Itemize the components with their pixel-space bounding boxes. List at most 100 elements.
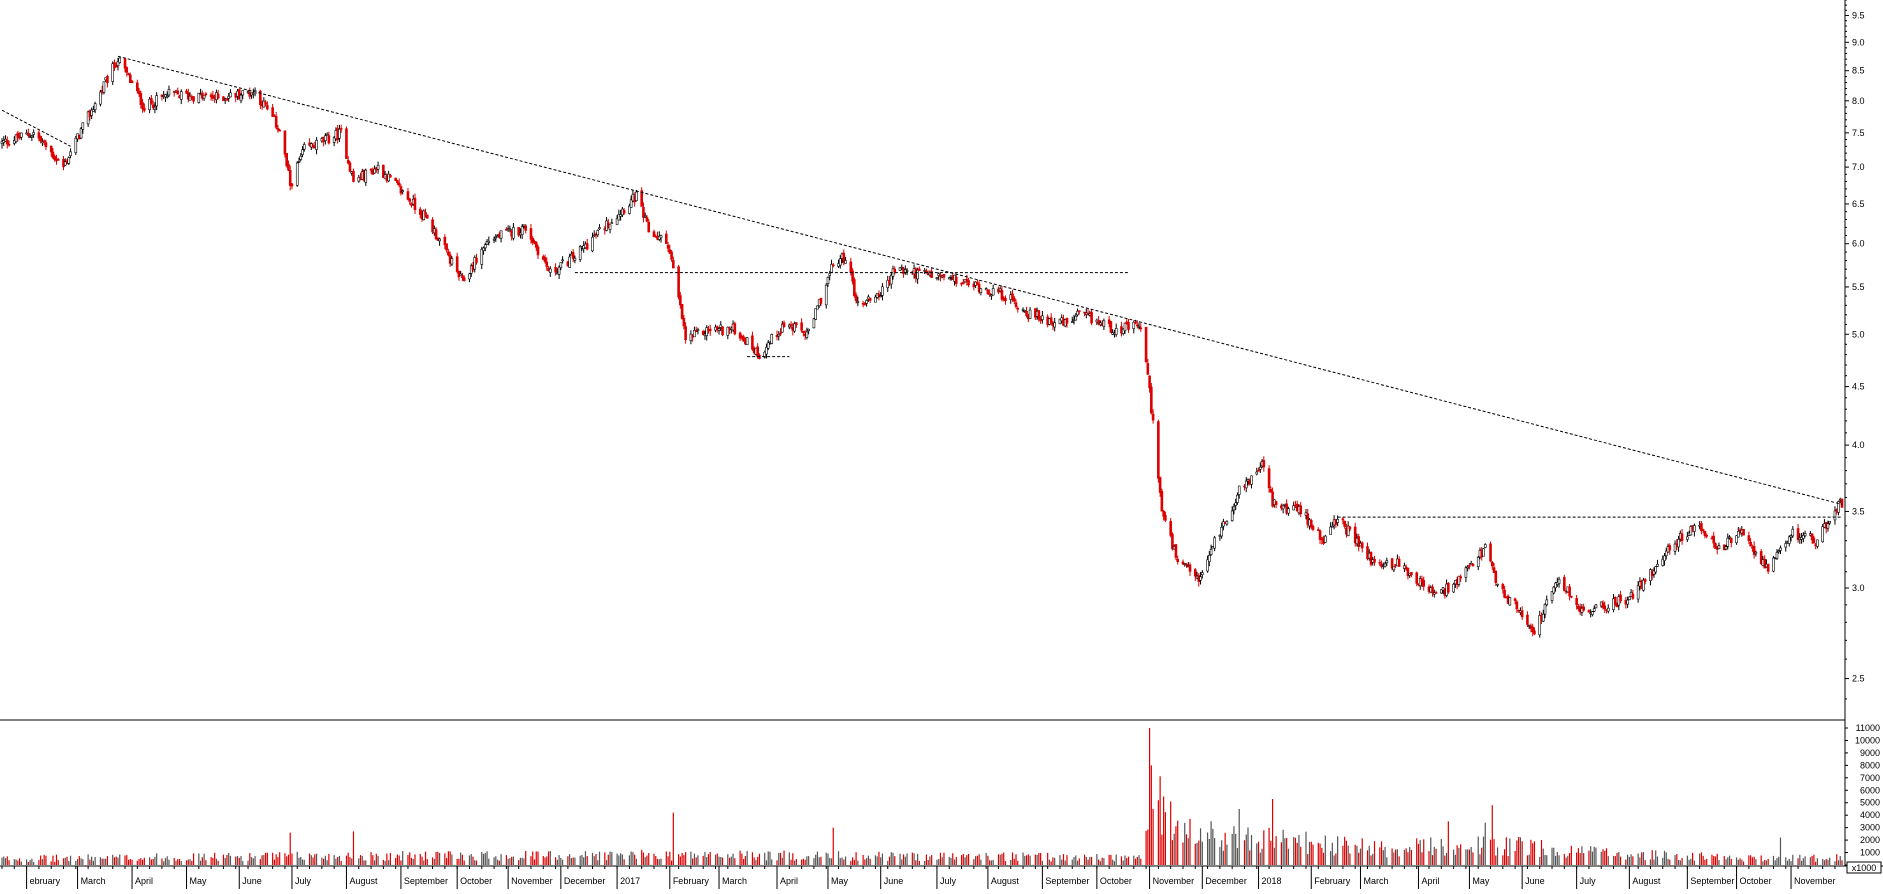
volume-bar xyxy=(1138,855,1140,865)
volume-bar xyxy=(1212,828,1214,865)
volume-bar xyxy=(249,853,251,865)
y-tick-label: 6.0 xyxy=(1852,239,1865,249)
candle-body xyxy=(807,328,810,332)
volume-bar xyxy=(1184,822,1186,865)
x-tick-label: 2017 xyxy=(620,876,640,886)
candle-body xyxy=(165,95,169,98)
volume-bar xyxy=(1293,837,1295,865)
volume-bar xyxy=(423,860,425,865)
candle-body xyxy=(1102,320,1106,328)
volume-bar xyxy=(718,856,720,865)
volume-bar xyxy=(1199,828,1202,865)
candle-body xyxy=(1705,535,1708,537)
volume-bar xyxy=(1551,847,1553,865)
candle-body xyxy=(1206,559,1209,572)
candle-body xyxy=(1552,586,1556,594)
candle-body xyxy=(494,236,498,239)
volume-bar xyxy=(1345,840,1348,865)
volume-bar xyxy=(1243,840,1246,865)
candle-body xyxy=(1174,544,1178,558)
candle-body xyxy=(622,210,626,214)
volume-bar xyxy=(1036,854,1038,865)
volume-bar xyxy=(1816,858,1818,865)
volume-bar xyxy=(1496,847,1499,865)
volume-bar xyxy=(628,855,630,865)
volume-bar xyxy=(519,857,522,865)
volume-bar xyxy=(1454,854,1456,865)
volume-tick-label: 4000 xyxy=(1860,810,1880,820)
candle-body xyxy=(770,334,774,344)
y-tick-label: 3.5 xyxy=(1852,506,1865,516)
volume-tick-label: 8000 xyxy=(1860,760,1880,770)
volume-bar xyxy=(138,859,140,865)
candle-body xyxy=(5,140,9,145)
candle-body xyxy=(937,273,940,276)
volume-bar xyxy=(166,856,168,865)
volume-bar xyxy=(746,851,748,865)
volume-bar xyxy=(1015,854,1017,865)
volume-bar xyxy=(1145,830,1147,865)
volume-bar xyxy=(1567,855,1569,865)
volume-bar xyxy=(1010,859,1012,865)
volume-bar xyxy=(1802,858,1804,865)
volume-bar xyxy=(1286,838,1288,865)
candle-body xyxy=(610,222,614,224)
candle-body xyxy=(545,261,549,268)
volume-bar xyxy=(1342,845,1344,865)
x-tick-label: November xyxy=(511,876,553,886)
volume-bar xyxy=(560,858,562,865)
volume-bar xyxy=(15,859,17,865)
candle-body xyxy=(568,256,571,268)
volume-bar xyxy=(149,857,151,865)
x-tick-label: August xyxy=(1632,876,1661,886)
volume-bar xyxy=(741,853,743,865)
volume-bar xyxy=(152,858,154,865)
volume-bar xyxy=(1714,856,1717,865)
volume-bar xyxy=(1699,853,1701,865)
candle-body xyxy=(1255,471,1259,475)
volume-bar xyxy=(635,858,638,865)
candle-body xyxy=(51,151,55,158)
volume-bar xyxy=(1113,861,1116,865)
volume-bar xyxy=(1544,854,1546,865)
volume-bar xyxy=(572,857,574,865)
volume-bar xyxy=(1456,845,1458,865)
candle-body xyxy=(1494,570,1498,584)
volume-bar xyxy=(1762,861,1764,865)
candle-body xyxy=(438,238,441,242)
candle-body xyxy=(642,206,645,218)
volume-bar xyxy=(62,858,65,865)
volume-bar xyxy=(653,853,655,865)
volume-bar xyxy=(1231,833,1233,865)
volume-bar xyxy=(236,856,239,865)
candle-body xyxy=(1772,557,1775,572)
x-tick-label: August xyxy=(991,876,1020,886)
volume-bar xyxy=(658,859,660,865)
volume-bar xyxy=(412,858,414,865)
volume-bar xyxy=(609,851,611,865)
volume-bar xyxy=(1173,833,1175,865)
candle-body xyxy=(708,328,712,332)
volume-bar xyxy=(894,856,896,865)
candle-body xyxy=(1232,506,1236,511)
candle-body xyxy=(1837,501,1840,513)
volume-bar xyxy=(1061,859,1063,865)
volume-bar xyxy=(4,858,7,865)
volume-bar xyxy=(446,858,448,865)
volume-tick-label: 7000 xyxy=(1860,773,1880,783)
candle-body xyxy=(1222,521,1225,527)
candle-body xyxy=(32,132,35,135)
volume-bar xyxy=(1395,849,1397,865)
volume-tick-label: 6000 xyxy=(1860,785,1880,795)
candle-body xyxy=(311,145,315,147)
volume-bar xyxy=(45,855,47,865)
candle-body xyxy=(16,132,20,139)
volume-bar xyxy=(1533,841,1536,865)
candle-body xyxy=(56,159,60,161)
candle-body xyxy=(1086,312,1090,315)
candle-body xyxy=(204,93,208,96)
volume-bar xyxy=(1702,855,1704,865)
volume-bar xyxy=(76,858,79,865)
volume-bar xyxy=(1605,848,1608,865)
volume-bar xyxy=(1626,854,1629,865)
